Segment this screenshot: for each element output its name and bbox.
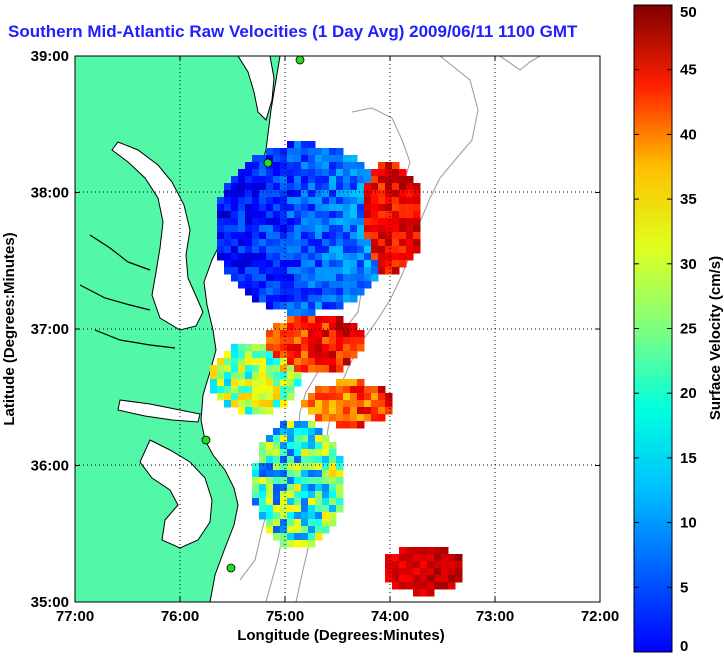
x-tick-label: 76:00 [161,608,199,625]
colorbar-tick-label: 0 [680,638,688,655]
colorbar-label: Surface Velocity (cm/s) [707,256,724,420]
x-axis: 77:00 76:00 75:00 74:00 73:00 72:00 [56,56,619,625]
grid-lines [75,56,600,602]
y-tick-label: 37:00 [31,321,69,338]
y-tick-label: 36:00 [31,458,69,475]
chesapeake-bay [111,141,204,331]
radar-station [263,158,273,168]
y-tick-label: 35:00 [31,594,69,611]
colorbar-tick-label: 20 [680,385,697,402]
x-tick-label: 77:00 [56,608,94,625]
colorbar-tick-label: 45 [680,62,697,79]
y-axis: 39:00 38:00 37:00 36:00 35:00 [31,48,600,611]
colorbar-tick-label: 30 [680,256,697,273]
delaware-bay [237,56,275,121]
y-tick-label: 39:00 [31,48,69,65]
radar-station [295,56,305,65]
x-tick-label: 75:00 [266,608,304,625]
y-axis-label: Latitude (Degrees:Minutes) [1,232,18,425]
colorbar-tick-label: 10 [680,515,697,532]
colorbar-tick-label: 5 [680,579,688,596]
y-tick-label: 38:00 [31,185,69,202]
x-tick-label: 72:00 [581,608,619,625]
colorbar-tick-label: 35 [680,191,697,208]
colorbar [633,4,673,653]
radar-station [226,563,236,573]
colorbar-tick-label: 25 [680,321,697,338]
x-tick-label: 73:00 [476,608,514,625]
radar-station [201,435,211,445]
colorbar-tick-label: 50 [680,4,697,21]
river-1 [79,234,176,349]
map-title: Southern Mid-Atlantic Raw Velocities (1 … [8,22,578,41]
velocity-field [210,141,463,597]
colorbar-tick-label: 15 [680,450,697,467]
colorbar-tick-label: 40 [680,126,697,143]
x-tick-label: 74:00 [371,608,409,625]
x-axis-label: Longitude (Degrees:Minutes) [237,627,445,644]
radar-stations [201,56,305,573]
